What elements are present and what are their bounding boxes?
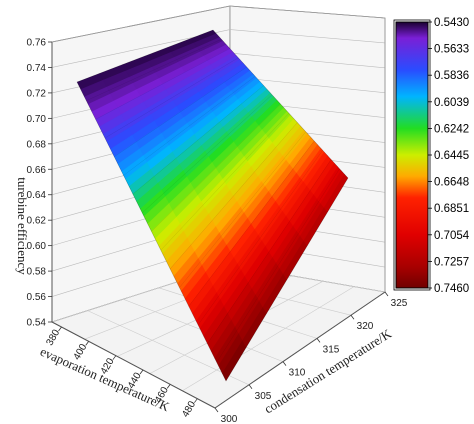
x-tick-mark (166, 384, 171, 389)
surface-mesh-line (169, 122, 298, 270)
y-tick-label: 300 (221, 414, 238, 424)
colorbar-label: 0.6851 (434, 203, 469, 215)
surface-mesh-line (132, 85, 264, 195)
z-tick-label: 0.60 (27, 241, 47, 252)
x-tick-mark (139, 369, 144, 375)
grid-line-right (229, 29, 386, 44)
z-tick-label: 0.58 (27, 267, 47, 278)
y-tick-label: 320 (357, 321, 374, 332)
y-tick-mark (214, 407, 219, 413)
colorbar-label: 0.6648 (434, 177, 469, 189)
colorbar-gradient (395, 21, 429, 289)
y-tick-label: 310 (289, 368, 306, 379)
z-tick-label: 0.74 (27, 63, 47, 74)
surface-mesh-line (142, 94, 273, 213)
z-axis-ticks: 0.54 0.56 0.58 0.60 0.62 0.64 0.66 0.68 0.70 0.72… (27, 38, 52, 329)
surface-mesh-line (197, 150, 323, 326)
y-tick-mark (316, 338, 321, 343)
colorbar-label: 0.7054 (434, 230, 470, 242)
top-back-edge-right (229, 5, 386, 19)
y-tick-mark (384, 291, 389, 297)
surface-mesh-line (207, 159, 332, 344)
x-tick-label: 480 (180, 399, 198, 419)
surface-mesh-line (123, 76, 256, 176)
y-tick-mark (350, 314, 355, 320)
surface-mesh-line (151, 103, 281, 232)
colorbar-label: 0.6242 (434, 123, 469, 135)
y-tick-label: 305 (255, 391, 272, 402)
surface-mesh-line (104, 57, 239, 139)
surface-mesh-line (179, 131, 307, 288)
floor-grid-x (182, 286, 355, 392)
y-tick-mark (282, 361, 287, 366)
colorbar-label: 0.7257 (434, 256, 469, 268)
x-axis-line (51, 321, 216, 409)
top-back-edge-left (51, 5, 231, 43)
z-tick-label: 0.66 (27, 165, 47, 176)
colorbar-label: 0.7460 (434, 283, 469, 295)
z-axis-title: turebine efficiency (15, 177, 30, 275)
colorbar (393, 19, 431, 291)
y-axis-ticks: 300 305 310 315 320 325 (214, 291, 408, 424)
y-tick-mark (248, 384, 253, 390)
x-tick-mark (85, 341, 89, 346)
colorbar-label: 0.6445 (434, 150, 469, 162)
surface-mesh-line (216, 168, 340, 363)
efficiency-surface (76, 29, 349, 382)
colorbar-label: 0.6039 (434, 97, 469, 109)
surface-patch (323, 173, 348, 213)
z-tick-label: 0.76 (27, 38, 47, 49)
x-tick-mark (112, 355, 117, 360)
x-tick-mark (194, 398, 198, 403)
y-axis-line (214, 291, 386, 409)
z-tick-label: 0.70 (27, 114, 47, 125)
colorbar-labels: 0.5430 0.5633 0.5836 0.6039 0.6242 0.6445 0.66… (428, 17, 470, 295)
surface-bands (77, 30, 348, 381)
colorbar-label: 0.5633 (434, 44, 469, 56)
z-tick-label: 0.54 (27, 318, 47, 329)
surface-mesh-line (95, 48, 230, 120)
x-tick-mark (58, 326, 62, 332)
surface-mesh-line (86, 39, 222, 101)
surface-mesh-line (188, 140, 315, 307)
z-tick-label: 0.72 (27, 88, 47, 99)
z-tick-label: 0.62 (27, 216, 47, 227)
y-tick-label: 325 (391, 298, 408, 309)
z-tick-label: 0.64 (27, 190, 47, 201)
z-tick-label: 0.68 (27, 139, 47, 150)
y-tick-label: 315 (323, 344, 340, 355)
surface-outline (76, 29, 349, 382)
grid-line-right (229, 52, 386, 69)
colorbar-label: 0.5430 (434, 17, 469, 29)
z-tick-label: 0.56 (27, 292, 47, 303)
colorbar-label: 0.5836 (434, 70, 469, 82)
surface-mesh-line (114, 66, 247, 157)
surface-mesh-line (160, 113, 290, 251)
